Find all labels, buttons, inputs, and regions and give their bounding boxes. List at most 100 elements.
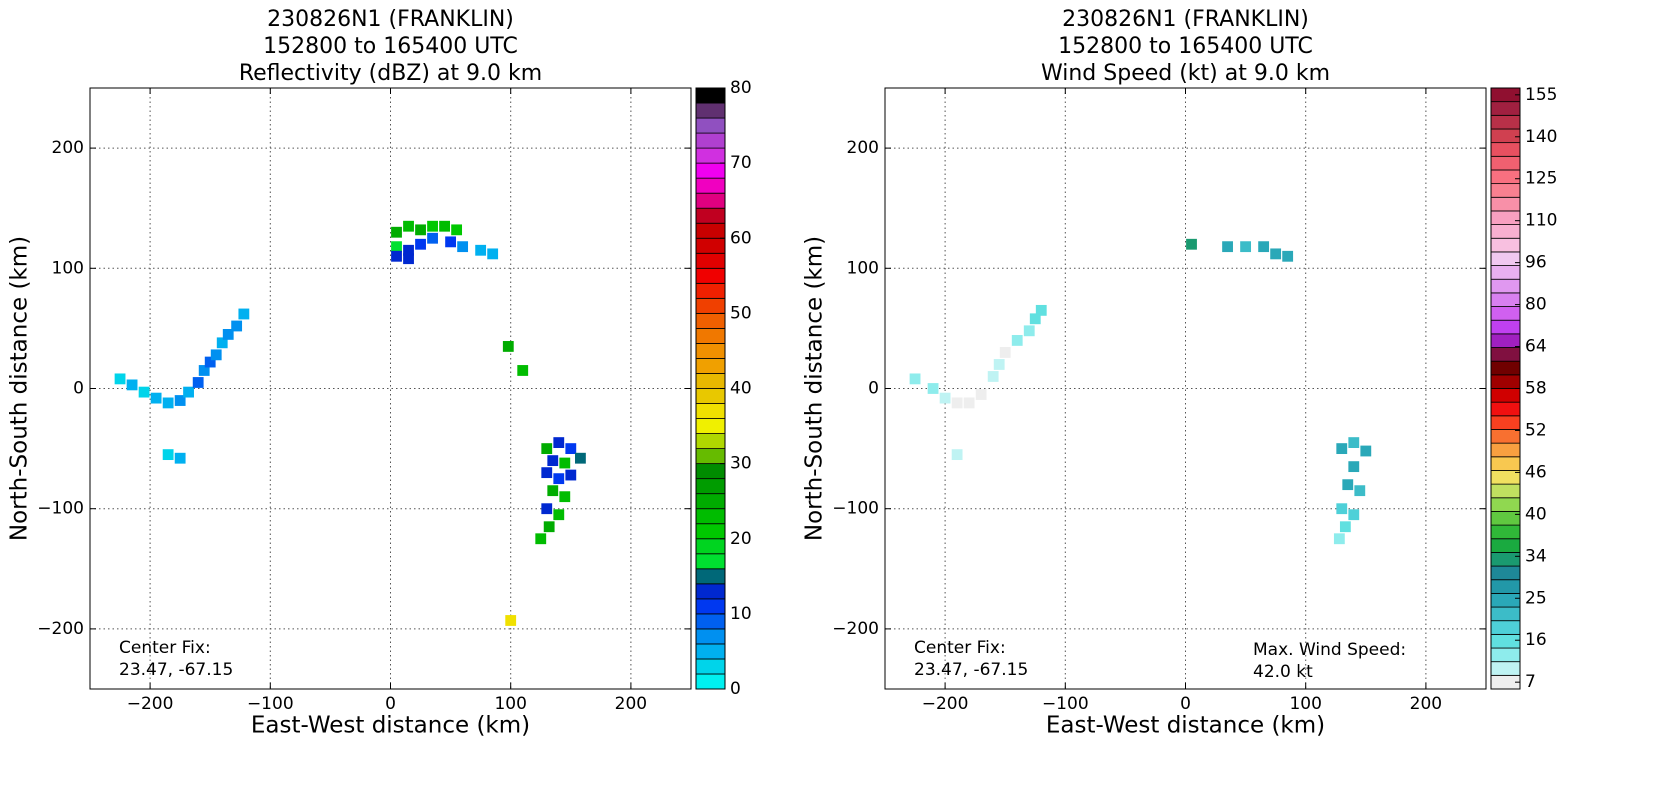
echo-cell [559,457,571,469]
colorbar-box [695,583,726,600]
echo-cell [192,377,204,388]
colorbar-box [695,327,726,344]
echo-cell [391,250,402,262]
colorbar-tick-label: 34 [1525,546,1547,566]
echo-cell [457,241,469,253]
echo-cell [216,337,228,349]
echo-cell [987,371,999,382]
colorbar-box [695,312,726,329]
colorbar-box [1490,483,1521,499]
colorbar-box [1490,210,1521,225]
colorbar-tick-label: 64 [1525,337,1547,357]
echo-cell [1282,250,1294,262]
colorbar-tick-label: 20 [730,529,752,549]
colorbar-box [1490,169,1521,185]
echo-cell [162,397,174,409]
echo-cell [427,220,438,232]
colorbar-box [1490,538,1521,553]
echo-cell [1029,313,1041,325]
echo-cell [517,365,529,376]
colorbar-tick-label: 125 [1525,169,1557,189]
colorbar-box [1490,456,1521,471]
echo-cell [963,397,975,409]
colorbar-box [695,538,726,555]
colorbar-box [695,373,726,389]
colorbar-box [695,237,726,254]
echo-cell [505,615,517,626]
annotation: Center Fix: [119,638,211,658]
echo-cell [999,347,1011,358]
colorbar-box [695,643,726,660]
colorbar-tick-label: 110 [1525,211,1557,231]
echo-cell [1023,325,1035,337]
x-tick-label: 200 [1410,694,1442,714]
y-tick-label: 0 [868,379,879,399]
echo-cell [993,359,1005,370]
colorbar-box [695,613,726,630]
echo-cell [547,485,559,497]
echo-cell [415,224,426,236]
echo-cell [1011,335,1023,346]
colorbar-tick-label: 40 [730,379,752,399]
colorbar-box [1490,278,1521,294]
colorbar-tick-label: 80 [730,78,752,98]
annotation: Max. Wind Speed: [1253,640,1406,660]
echo-cell [1348,437,1360,448]
colorbar-tick-label: 60 [730,228,752,248]
colorbar-box [695,388,726,404]
colorbar-box [1490,155,1521,171]
echo-cell [575,452,586,464]
x-tick-label: 0 [1180,694,1191,714]
echo-cell [439,220,450,232]
colorbar-box [695,147,726,164]
colorbar-tick-label: 70 [730,153,752,173]
colorbar-box [695,267,726,284]
colorbar-box [1490,196,1521,212]
echo-cell [391,226,402,238]
echo-cell [403,220,414,232]
colorbar-tick-label: 52 [1525,420,1547,440]
colorbar-box [695,658,726,675]
echo-cell [451,224,463,236]
echo-cell [543,521,555,533]
colorbar-tick-label: 16 [1525,630,1547,650]
echo-cell [174,452,186,464]
colorbar-box [695,478,726,495]
x-tick-label: 100 [494,694,526,714]
echo-cell [1348,509,1360,521]
colorbar-box [1490,429,1521,444]
echo-cell [114,373,126,385]
colorbar-tick-label: 58 [1525,379,1547,399]
x-axis-label: East-West distance (km) [251,713,530,739]
colorbar-tick-label: 96 [1525,253,1547,273]
echo-cell [1270,248,1282,260]
colorbar-box [695,463,726,480]
colorbar-box [1490,388,1521,403]
echo-cell [183,386,194,398]
colorbar-tick-label: 140 [1525,127,1557,147]
colorbar-box [1490,497,1521,512]
y-tick-label: 100 [847,258,879,278]
colorbar-box [695,403,726,419]
echo-cell [138,386,150,398]
colorbar-box [695,87,726,104]
colorbar-box [695,628,726,645]
colorbar-box [695,358,726,374]
colorbar-box [1490,579,1521,594]
x-tick-label: 200 [615,694,647,714]
colorbar-box [695,508,726,525]
x-axis-label: East-West distance (km) [1046,713,1325,739]
colorbar-box [695,568,726,585]
echo-cell [1222,241,1233,253]
colorbar-tick-label: 0 [730,679,741,699]
colorbar-box [695,222,726,239]
colorbar-box [695,207,726,224]
y-tick-label: 200 [52,138,84,158]
colorbar-box [695,162,726,179]
echo-cell [1354,485,1366,497]
colorbar-box [1490,415,1521,430]
colorbar-tick-label: 10 [730,604,752,624]
echo-cell [975,389,987,400]
x-tick-label: −200 [127,694,174,714]
